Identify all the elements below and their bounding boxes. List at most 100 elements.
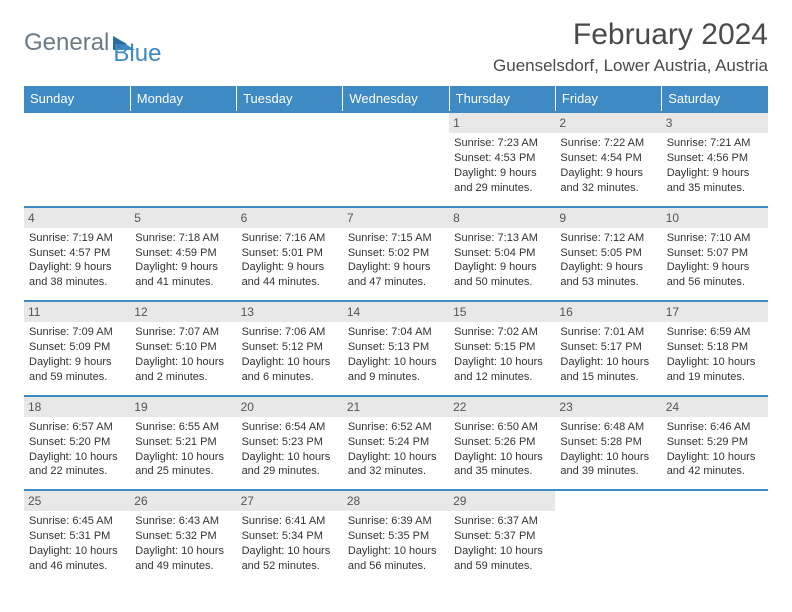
calendar-day-cell: 12Sunrise: 7:07 AMSunset: 5:10 PMDayligh… bbox=[130, 301, 236, 396]
weekday-header: Wednesday bbox=[343, 86, 449, 112]
calendar-day-cell: 27Sunrise: 6:41 AMSunset: 5:34 PMDayligh… bbox=[237, 490, 343, 584]
sunrise-text: Sunrise: 7:07 AM bbox=[135, 325, 231, 340]
sunrise-text: Sunrise: 7:13 AM bbox=[454, 231, 550, 246]
calendar-week-row: 18Sunrise: 6:57 AMSunset: 5:20 PMDayligh… bbox=[24, 396, 768, 491]
day-number: 13 bbox=[237, 302, 343, 322]
sunrise-text: Sunrise: 6:55 AM bbox=[135, 420, 231, 435]
day-number: 25 bbox=[24, 491, 130, 511]
sunrise-text: Sunrise: 6:39 AM bbox=[348, 514, 444, 529]
calendar-week-row: 4Sunrise: 7:19 AMSunset: 4:57 PMDaylight… bbox=[24, 207, 768, 302]
calendar-day-cell: . bbox=[130, 112, 236, 207]
weekday-header: Thursday bbox=[449, 86, 555, 112]
calendar-day-cell: 20Sunrise: 6:54 AMSunset: 5:23 PMDayligh… bbox=[237, 396, 343, 491]
calendar-day-cell: . bbox=[343, 112, 449, 207]
daylight-text: Daylight: 9 hours bbox=[135, 260, 231, 275]
daylight-text: Daylight: 10 hours bbox=[560, 355, 656, 370]
sunset-text: Sunset: 5:20 PM bbox=[29, 435, 125, 450]
location-text: Guenselsdorf, Lower Austria, Austria bbox=[493, 56, 768, 76]
sunset-text: Sunset: 4:54 PM bbox=[560, 151, 656, 166]
sunrise-text: Sunrise: 7:22 AM bbox=[560, 136, 656, 151]
sunrise-text: Sunrise: 7:12 AM bbox=[560, 231, 656, 246]
daylight-text: Daylight: 10 hours bbox=[348, 450, 444, 465]
sunset-text: Sunset: 5:28 PM bbox=[560, 435, 656, 450]
daylight-text: Daylight: 9 hours bbox=[560, 260, 656, 275]
daylight-text: Daylight: 10 hours bbox=[242, 450, 338, 465]
calendar-table: Sunday Monday Tuesday Wednesday Thursday… bbox=[24, 86, 768, 584]
weekday-header: Friday bbox=[555, 86, 661, 112]
daylight-text: Daylight: 9 hours bbox=[29, 355, 125, 370]
title-block: February 2024 Guenselsdorf, Lower Austri… bbox=[493, 18, 768, 76]
day-number: 29 bbox=[449, 491, 555, 511]
calendar-day-cell: 29Sunrise: 6:37 AMSunset: 5:37 PMDayligh… bbox=[449, 490, 555, 584]
daylight-text: and 32 minutes. bbox=[560, 181, 656, 196]
daylight-text: Daylight: 10 hours bbox=[348, 355, 444, 370]
calendar-day-cell: 6Sunrise: 7:16 AMSunset: 5:01 PMDaylight… bbox=[237, 207, 343, 302]
day-number: 1 bbox=[449, 113, 555, 133]
day-number: 24 bbox=[662, 397, 768, 417]
calendar-day-cell: 23Sunrise: 6:48 AMSunset: 5:28 PMDayligh… bbox=[555, 396, 661, 491]
daylight-text: Daylight: 9 hours bbox=[667, 260, 763, 275]
daylight-text: Daylight: 10 hours bbox=[29, 450, 125, 465]
sunset-text: Sunset: 5:12 PM bbox=[242, 340, 338, 355]
sunrise-text: Sunrise: 7:06 AM bbox=[242, 325, 338, 340]
daylight-text: Daylight: 9 hours bbox=[454, 166, 550, 181]
daylight-text: and 46 minutes. bbox=[29, 559, 125, 574]
daylight-text: and 59 minutes. bbox=[29, 370, 125, 385]
sunset-text: Sunset: 5:09 PM bbox=[29, 340, 125, 355]
sunset-text: Sunset: 5:01 PM bbox=[242, 246, 338, 261]
daylight-text: and 47 minutes. bbox=[348, 275, 444, 290]
sunrise-text: Sunrise: 6:41 AM bbox=[242, 514, 338, 529]
day-number: 16 bbox=[555, 302, 661, 322]
daylight-text: and 56 minutes. bbox=[348, 559, 444, 574]
calendar-day-cell: 1Sunrise: 7:23 AMSunset: 4:53 PMDaylight… bbox=[449, 112, 555, 207]
day-number: 27 bbox=[237, 491, 343, 511]
daylight-text: and 50 minutes. bbox=[454, 275, 550, 290]
calendar-day-cell: 19Sunrise: 6:55 AMSunset: 5:21 PMDayligh… bbox=[130, 396, 236, 491]
sunset-text: Sunset: 5:26 PM bbox=[454, 435, 550, 450]
daylight-text: Daylight: 10 hours bbox=[29, 544, 125, 559]
day-number: 26 bbox=[130, 491, 236, 511]
day-number: 15 bbox=[449, 302, 555, 322]
daylight-text: and 32 minutes. bbox=[348, 464, 444, 479]
day-number: 17 bbox=[662, 302, 768, 322]
calendar-day-cell: 21Sunrise: 6:52 AMSunset: 5:24 PMDayligh… bbox=[343, 396, 449, 491]
sunset-text: Sunset: 5:07 PM bbox=[667, 246, 763, 261]
daylight-text: Daylight: 10 hours bbox=[135, 355, 231, 370]
sunrise-text: Sunrise: 6:54 AM bbox=[242, 420, 338, 435]
brand-part2: Blue bbox=[113, 40, 161, 68]
daylight-text: and 52 minutes. bbox=[242, 559, 338, 574]
calendar-day-cell: . bbox=[24, 112, 130, 207]
weekday-header-row: Sunday Monday Tuesday Wednesday Thursday… bbox=[24, 86, 768, 112]
daylight-text: and 15 minutes. bbox=[560, 370, 656, 385]
daylight-text: Daylight: 10 hours bbox=[135, 544, 231, 559]
day-number: 2 bbox=[555, 113, 661, 133]
sunset-text: Sunset: 5:31 PM bbox=[29, 529, 125, 544]
daylight-text: and 39 minutes. bbox=[560, 464, 656, 479]
weekday-header: Tuesday bbox=[237, 86, 343, 112]
daylight-text: and 56 minutes. bbox=[667, 275, 763, 290]
sunrise-text: Sunrise: 7:15 AM bbox=[348, 231, 444, 246]
sunrise-text: Sunrise: 6:43 AM bbox=[135, 514, 231, 529]
calendar-day-cell: 25Sunrise: 6:45 AMSunset: 5:31 PMDayligh… bbox=[24, 490, 130, 584]
daylight-text: and 42 minutes. bbox=[667, 464, 763, 479]
calendar-week-row: ....1Sunrise: 7:23 AMSunset: 4:53 PMDayl… bbox=[24, 112, 768, 207]
daylight-text: Daylight: 9 hours bbox=[667, 166, 763, 181]
daylight-text: and 49 minutes. bbox=[135, 559, 231, 574]
daylight-text: Daylight: 10 hours bbox=[454, 355, 550, 370]
calendar-day-cell: 18Sunrise: 6:57 AMSunset: 5:20 PMDayligh… bbox=[24, 396, 130, 491]
sunset-text: Sunset: 5:15 PM bbox=[454, 340, 550, 355]
sunrise-text: Sunrise: 7:23 AM bbox=[454, 136, 550, 151]
calendar-day-cell: 10Sunrise: 7:10 AMSunset: 5:07 PMDayligh… bbox=[662, 207, 768, 302]
calendar-day-cell: 15Sunrise: 7:02 AMSunset: 5:15 PMDayligh… bbox=[449, 301, 555, 396]
daylight-text: and 9 minutes. bbox=[348, 370, 444, 385]
sunrise-text: Sunrise: 6:59 AM bbox=[667, 325, 763, 340]
daylight-text: Daylight: 10 hours bbox=[454, 544, 550, 559]
daylight-text: and 2 minutes. bbox=[135, 370, 231, 385]
daylight-text: Daylight: 9 hours bbox=[454, 260, 550, 275]
daylight-text: and 41 minutes. bbox=[135, 275, 231, 290]
calendar-day-cell: 16Sunrise: 7:01 AMSunset: 5:17 PMDayligh… bbox=[555, 301, 661, 396]
daylight-text: and 22 minutes. bbox=[29, 464, 125, 479]
sunset-text: Sunset: 5:23 PM bbox=[242, 435, 338, 450]
day-number: 5 bbox=[130, 208, 236, 228]
sunset-text: Sunset: 5:37 PM bbox=[454, 529, 550, 544]
